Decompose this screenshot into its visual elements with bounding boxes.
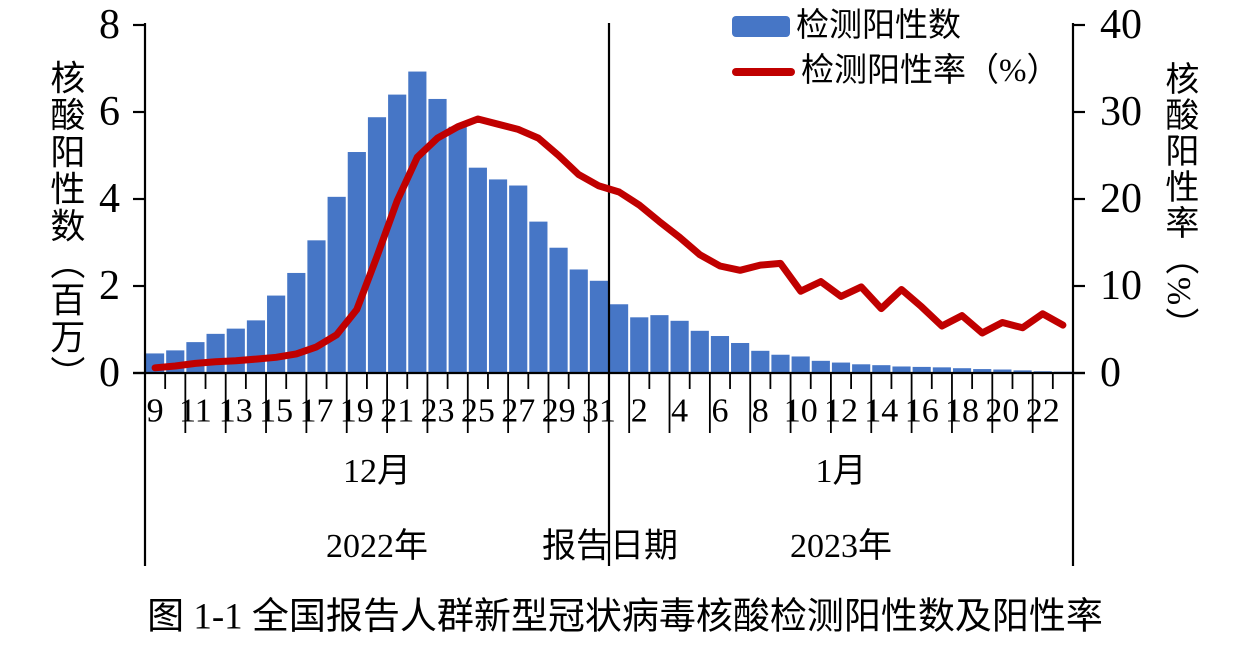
bar-2023-01-02 <box>630 317 649 373</box>
day-label: 8 <box>752 393 769 430</box>
day-label: 10 <box>784 393 818 430</box>
bar-2023-01-07 <box>731 342 750 373</box>
legend-line-label: 检测阳性率（%） <box>801 53 1060 89</box>
right-axis-title: 核酸阳性率（%） <box>1159 60 1197 344</box>
bar-2022-12-26 <box>488 179 508 373</box>
day-label: 2 <box>631 393 648 430</box>
x-axis-title: 报告日期 <box>542 528 678 565</box>
bar-2023-01-13 <box>852 364 871 373</box>
month-label-january: 1月 <box>815 453 867 490</box>
day-label: 23 <box>421 393 455 430</box>
bar-2023-01-10 <box>791 356 810 373</box>
bar-2023-01-15 <box>892 366 911 373</box>
bar-2023-01-08 <box>751 350 770 373</box>
day-label: 16 <box>905 393 939 430</box>
year-label-2022: 2022年 <box>326 528 428 565</box>
bar-2023-01-03 <box>650 315 669 373</box>
day-label: 13 <box>219 393 253 430</box>
day-label: 18 <box>945 393 979 430</box>
bar-2023-01-04 <box>670 320 689 373</box>
day-label: 12 <box>824 393 858 430</box>
bar-2023-01-21 <box>1013 370 1032 373</box>
bar-2022-12-28 <box>529 221 548 373</box>
right-y-tick-label: 0 <box>1100 350 1121 396</box>
day-label: 20 <box>985 393 1019 430</box>
bar-2023-01-20 <box>993 369 1012 373</box>
bar-2022-12-22 <box>408 71 427 374</box>
left-y-tick-label: 6 <box>99 89 120 135</box>
left-y-tick-label: 0 <box>99 350 120 396</box>
legend: 检测阳性数 检测阳性率（%） <box>732 4 1060 94</box>
legend-item-line: 检测阳性率（%） <box>732 49 1060 94</box>
bar-2022-12-11 <box>186 342 205 373</box>
day-label: 27 <box>501 393 535 430</box>
bar-2022-12-16 <box>287 272 306 373</box>
bar-2022-12-20 <box>367 117 387 373</box>
left-axis-title: 核酸阳性数（百万） <box>45 59 85 393</box>
bar-2022-12-12 <box>206 333 225 373</box>
right-y-tick-label: 30 <box>1100 89 1142 135</box>
day-label: 21 <box>380 393 414 430</box>
legend-item-bars: 检测阳性数 <box>732 4 1060 49</box>
legend-bar-label: 检测阳性数 <box>796 8 961 44</box>
bar-2022-12-30 <box>569 269 588 373</box>
day-label: 17 <box>300 393 334 430</box>
line-series-swatch-icon <box>732 67 795 76</box>
right-y-tick-label: 40 <box>1100 2 1142 48</box>
day-label: 6 <box>712 393 729 430</box>
bar-2022-12-29 <box>549 247 568 373</box>
bar-2022-12-21 <box>388 94 407 373</box>
bar-2023-01-16 <box>912 366 931 373</box>
bar-2022-12-31 <box>589 280 608 373</box>
bar-2022-12-15 <box>267 295 286 373</box>
bar-2022-12-27 <box>509 185 528 373</box>
bar-2023-01-09 <box>771 354 790 373</box>
bar-2022-12-14 <box>246 320 266 373</box>
bar-2023-01-17 <box>932 367 951 373</box>
bar-2022-12-13 <box>226 328 245 373</box>
bar-2022-12-19 <box>347 152 366 373</box>
year-label-2023: 2023年 <box>790 528 892 565</box>
bar-2022-12-25 <box>468 167 487 373</box>
day-label: 11 <box>179 393 212 430</box>
day-label: 14 <box>864 393 898 430</box>
bar-2023-01-06 <box>710 336 730 373</box>
left-y-tick-label: 2 <box>99 263 120 309</box>
day-label: 9 <box>147 393 164 430</box>
bar-2023-01-19 <box>973 369 992 373</box>
month-label-december: 12月 <box>343 453 411 490</box>
day-label: 15 <box>259 393 293 430</box>
day-label: 4 <box>671 393 688 430</box>
figure-caption: 图 1-1 全国报告人群新型冠状病毒核酸检测阳性数及阳性率 <box>147 596 1103 638</box>
bar-2023-01-05 <box>690 330 709 373</box>
left-y-tick-label: 4 <box>99 176 120 222</box>
bar-2023-01-18 <box>952 368 972 373</box>
bar-2022-12-24 <box>448 126 467 373</box>
bar-2022-12-18 <box>327 196 346 373</box>
day-label: 22 <box>1026 393 1060 430</box>
day-label: 31 <box>582 393 616 430</box>
bar-2023-01-01 <box>610 304 629 373</box>
day-label: 19 <box>340 393 374 430</box>
left-y-tick-label: 8 <box>99 2 120 48</box>
bar-2022-12-23 <box>428 98 447 373</box>
rate-line <box>151 115 1067 372</box>
bar-2023-01-14 <box>872 365 891 373</box>
bar-2022-12-17 <box>307 240 326 373</box>
right-y-tick-label: 10 <box>1100 263 1142 309</box>
bar-2023-01-11 <box>811 360 830 373</box>
day-label: 29 <box>542 393 576 430</box>
bar-series-swatch-icon <box>732 16 790 37</box>
day-label: 25 <box>461 393 495 430</box>
right-y-tick-label: 20 <box>1100 176 1142 222</box>
bar-2023-01-12 <box>831 362 851 373</box>
